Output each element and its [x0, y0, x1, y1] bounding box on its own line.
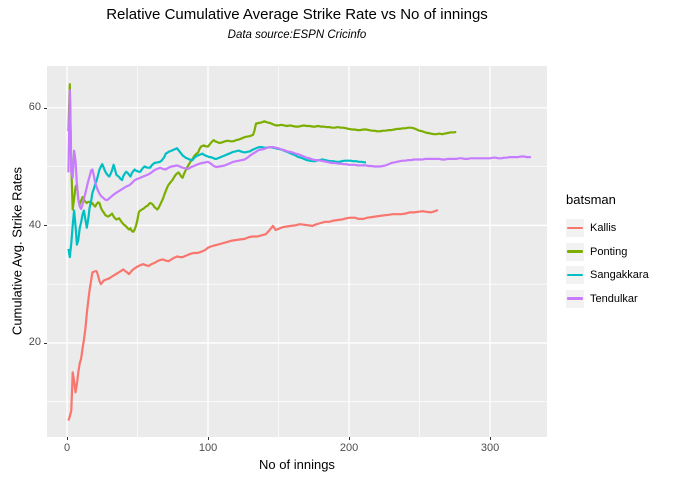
legend-key-swatch — [566, 242, 584, 261]
legend-item-ponting: Ponting — [566, 242, 649, 261]
y-tick-label: 40 — [28, 218, 41, 231]
series-line-sangakkara — [67, 145, 366, 259]
x-tick-label: 0 — [63, 442, 71, 454]
y-tick-mark — [44, 225, 47, 227]
legend-key-line-icon — [567, 297, 583, 300]
legend-key-line-icon — [567, 226, 583, 230]
x-axis-title: No of innings — [259, 457, 335, 472]
plot-panel — [47, 66, 547, 437]
x-tick-label: 200 — [339, 442, 359, 454]
legend-key-line-icon — [567, 273, 583, 277]
x-tick-mark — [208, 437, 210, 440]
legend-key-swatch — [566, 219, 584, 237]
legend-label: Kallis — [590, 222, 617, 234]
legend-item-tendulkar: Tendulkar — [566, 289, 649, 308]
y-tick-mark — [44, 107, 47, 109]
plot-subtitle: Data source:ESPN Cricinfo — [227, 29, 367, 41]
x-tick-label: 300 — [480, 442, 500, 454]
legend-key-swatch — [566, 266, 584, 284]
legend-items: Kallis Ponting Sangakkara Tendulkar — [566, 219, 649, 308]
legend-label: Tendulkar — [590, 292, 638, 305]
legend: batsman Kallis Ponting Sangakkara Tendulkar — [566, 192, 649, 313]
series-line-ponting — [67, 83, 457, 233]
legend-item-sangakkara: Sangakkara — [566, 266, 649, 284]
x-tick-mark — [67, 437, 69, 440]
legend-label: Ponting — [590, 245, 628, 258]
legend-key-swatch — [566, 289, 584, 308]
plot-lines-svg — [47, 66, 547, 437]
legend-item-kallis: Kallis — [566, 219, 649, 237]
y-tick-mark — [44, 342, 47, 344]
y-tick-label: 20 — [28, 336, 41, 349]
legend-label: Sangakkara — [590, 269, 649, 281]
legend-title: batsman — [566, 192, 616, 207]
y-axis-title: Cumulative Avg. Strike Rates — [9, 166, 25, 336]
plot-title: Relative Cumulative Average Strike Rate … — [106, 6, 488, 23]
series-line-tendulkar — [67, 89, 531, 210]
series-line-kallis — [67, 208, 439, 421]
x-tick-mark — [349, 437, 351, 440]
x-tick-label: 100 — [198, 442, 218, 454]
x-tick-mark — [490, 437, 492, 440]
y-tick-label: 60 — [28, 101, 41, 114]
legend-key-line-icon — [567, 250, 583, 253]
